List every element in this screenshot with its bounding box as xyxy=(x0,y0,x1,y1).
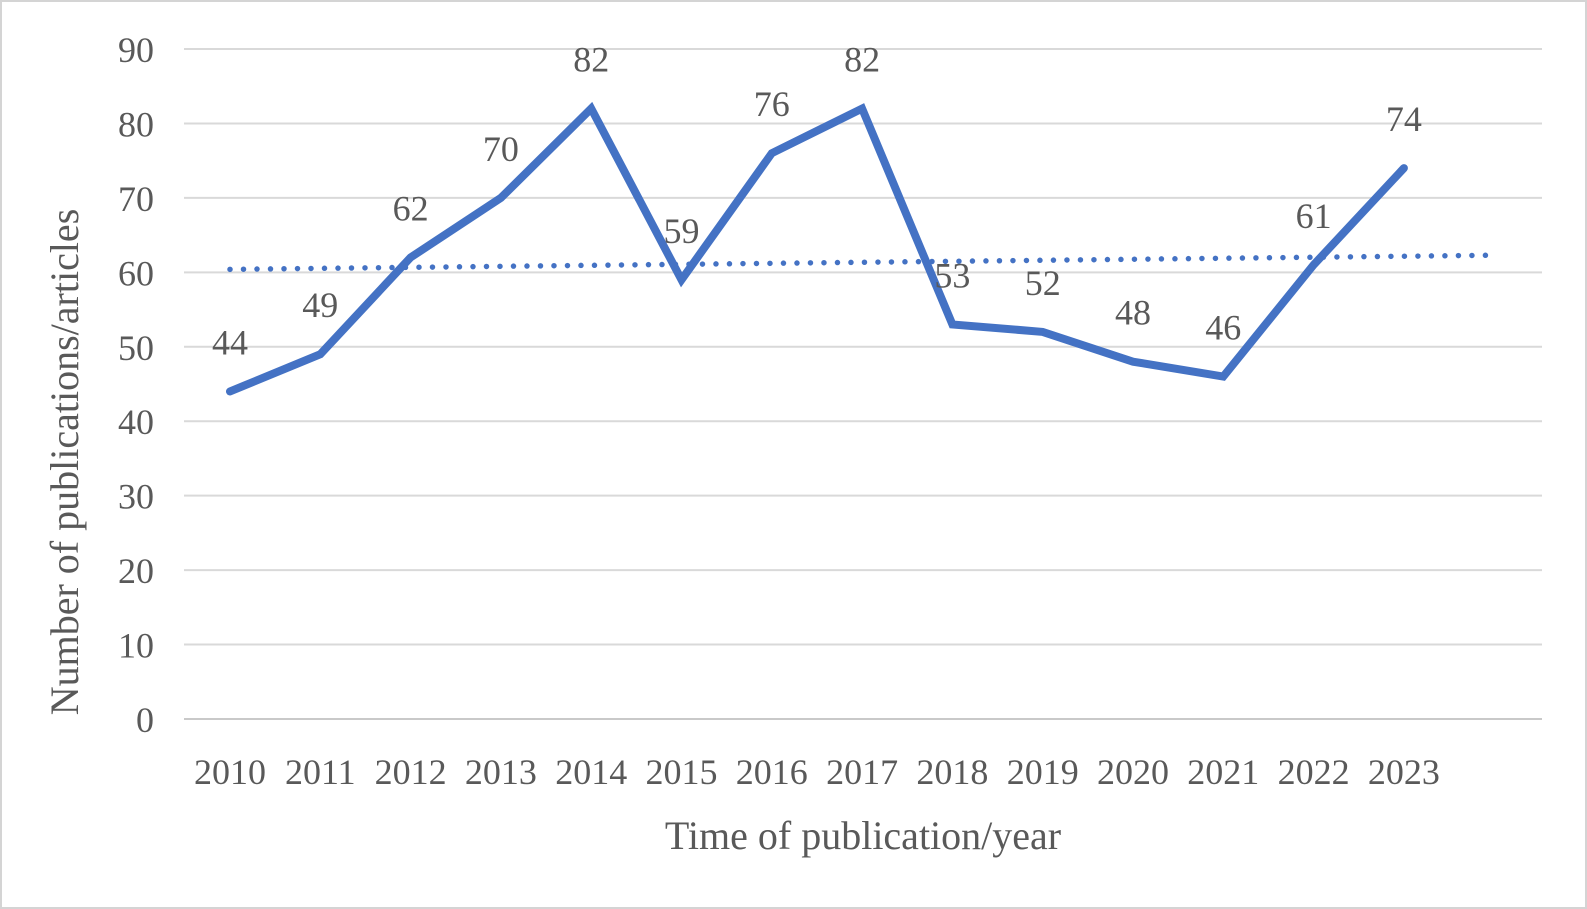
y-tick-label: 50 xyxy=(118,328,154,368)
gridlines xyxy=(184,48,1542,720)
data-label: 62 xyxy=(393,188,429,228)
x-axis-title: Time of publication/year xyxy=(665,813,1061,858)
line-series-group xyxy=(226,101,1408,396)
x-tick-label: 2011 xyxy=(285,752,356,792)
x-tick-label: 2013 xyxy=(465,752,537,792)
data-label: 82 xyxy=(844,40,880,80)
y-tick-label: 0 xyxy=(136,700,154,740)
data-label: 48 xyxy=(1115,293,1151,333)
x-axis-tick-labels: 2010 2011 2012 2013 2014 2015 2016 2017 2018 2019… xyxy=(194,752,1440,792)
y-axis-title: Number of publications/articles xyxy=(42,209,87,716)
x-tick-label: 2021 xyxy=(1187,752,1259,792)
x-tick-label: 2019 xyxy=(1007,752,1079,792)
x-tick-label: 2017 xyxy=(826,752,898,792)
x-tick-label: 2018 xyxy=(916,752,988,792)
x-tick-label: 2010 xyxy=(194,752,266,792)
data-label: 61 xyxy=(1296,196,1332,236)
y-tick-label: 40 xyxy=(118,402,154,442)
x-tick-label: 2014 xyxy=(555,752,627,792)
y-axis-tick-labels: 0 10 20 30 40 50 60 70 80 90 xyxy=(118,30,154,740)
y-tick-label: 30 xyxy=(118,477,154,517)
x-tick-label: 2022 xyxy=(1278,752,1350,792)
x-tick-label: 2023 xyxy=(1368,752,1440,792)
data-labels: 44 49 62 70 82 59 76 82 53 52 48 46 61 74 xyxy=(212,40,1422,363)
data-label: 44 xyxy=(212,322,248,362)
y-tick-label: 10 xyxy=(118,626,154,666)
x-tick-label: 2016 xyxy=(736,752,808,792)
data-label: 53 xyxy=(934,255,970,295)
data-label: 76 xyxy=(754,84,790,124)
data-label: 82 xyxy=(573,40,609,80)
linear-trendline xyxy=(227,252,1497,273)
data-label: 59 xyxy=(664,211,700,251)
x-tick-label: 2020 xyxy=(1097,752,1169,792)
y-tick-label: 70 xyxy=(118,179,154,219)
data-label: 74 xyxy=(1386,99,1422,139)
y-tick-label: 20 xyxy=(118,551,154,591)
y-tick-label: 80 xyxy=(118,104,154,144)
y-tick-label: 90 xyxy=(118,30,154,70)
x-tick-label: 2015 xyxy=(646,752,718,792)
y-tick-label: 60 xyxy=(118,253,154,293)
x-tick-label: 2012 xyxy=(375,752,447,792)
data-label: 46 xyxy=(1205,308,1241,348)
publications-line-series xyxy=(226,101,1408,396)
linear-trendline-group xyxy=(227,252,1497,273)
data-label: 70 xyxy=(483,129,519,169)
data-label: 52 xyxy=(1025,263,1061,303)
data-label: 49 xyxy=(302,285,338,325)
